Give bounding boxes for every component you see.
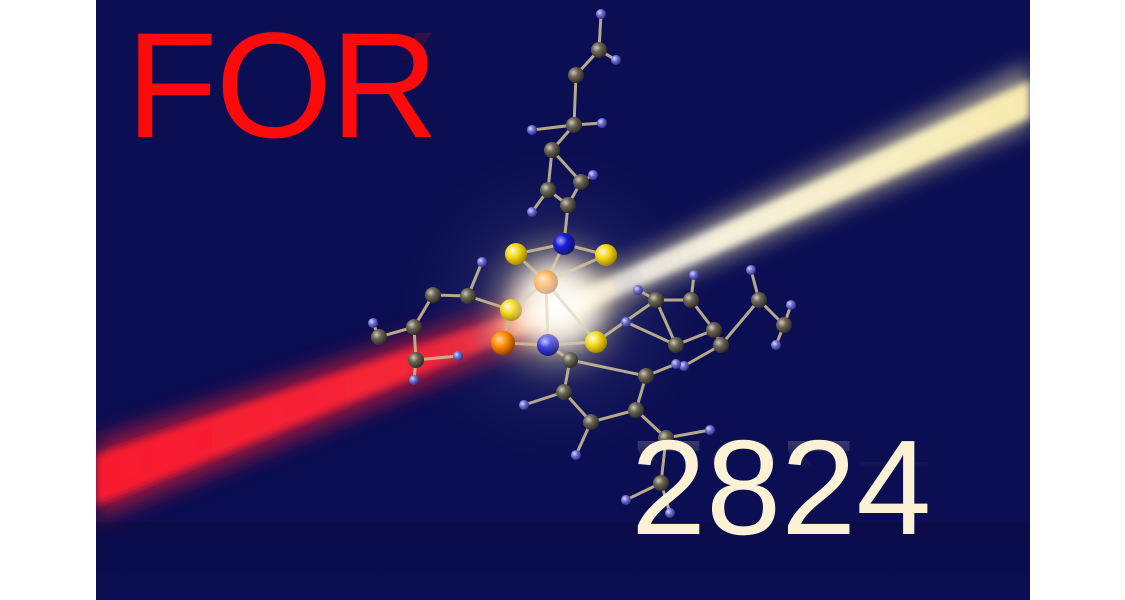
flare-bright-spot (518, 265, 598, 345)
carbon-atom (628, 402, 644, 418)
hydrogen-atom (597, 118, 607, 128)
sulfur-atom (585, 331, 607, 353)
headline-number-reflection: 2824 (631, 412, 932, 563)
carbon-atom (683, 292, 699, 308)
hydrogen-atom (771, 340, 781, 350)
hydrogen-atom (746, 265, 756, 275)
hydrogen-atom (665, 508, 675, 518)
hydrogen-atom (519, 400, 529, 410)
bond (568, 358, 648, 378)
flare-sparkle (518, 265, 598, 345)
carbon-atom (408, 352, 424, 368)
atom-layer (368, 9, 796, 518)
carbon-atom (658, 430, 674, 446)
hydrogen-atom (671, 359, 681, 369)
headline-number: 2824 (631, 412, 932, 563)
hydrogen-atom (786, 300, 796, 310)
hydrogen-atom (679, 361, 689, 371)
carbon-atom (776, 317, 792, 333)
carbon-atom (648, 292, 664, 308)
carbon-atom (573, 174, 589, 190)
carbon-atom (668, 337, 684, 353)
molecule-scene (96, 9, 1030, 520)
metal-atom (491, 331, 515, 355)
carbon-atom (751, 292, 767, 308)
carbon-atom (544, 142, 560, 158)
bond (654, 298, 678, 347)
carbon-atom (540, 182, 556, 198)
hydrogen-atom (633, 285, 643, 295)
headline-word: FOR (126, 1, 439, 169)
hydrogen-atom (621, 495, 631, 505)
headline-number-block: 2824 2824 (631, 412, 1021, 600)
carbon-atom (406, 319, 422, 335)
poster-canvas: FOR FOR 2824 2824 (96, 0, 1030, 600)
carbon-atom (460, 288, 476, 304)
carbon-atom (706, 322, 722, 338)
hydrogen-atom (571, 450, 581, 460)
headline-word-reflection: FOR (126, 1, 437, 169)
carbon-atom (568, 67, 584, 83)
hydrogen-atom (611, 55, 621, 65)
carbon-atom (556, 384, 572, 400)
nitrogen-atom (553, 233, 575, 255)
carbon-atom (591, 42, 607, 58)
carbon-atom (583, 414, 599, 430)
reflective-floor (96, 522, 1030, 600)
carbon-atom (638, 368, 654, 384)
carbon-atom (560, 197, 576, 213)
hydrogen-atom (596, 9, 606, 19)
hydrogen-atom (409, 375, 419, 385)
carbon-atom (425, 287, 441, 303)
bond (624, 320, 678, 347)
sulfur-atom (505, 243, 527, 265)
headline-word-block: FOR FOR (126, 1, 486, 210)
hydrogen-atom (689, 270, 699, 280)
hydrogen-atom (368, 318, 378, 328)
hydrogen-atom (588, 170, 598, 180)
carbon-atom (653, 475, 669, 491)
sulfur-atom (595, 244, 617, 266)
carbon-atom (566, 117, 582, 133)
hydrogen-atom (621, 317, 631, 327)
bond (572, 73, 578, 127)
carbon-atom (562, 352, 578, 368)
sulfur-atom (500, 299, 522, 321)
hydrogen-atom (477, 257, 487, 267)
carbon-atom (371, 329, 387, 345)
hydrogen-atom (527, 207, 537, 217)
hydrogen-atom (453, 351, 463, 361)
hydrogen-atom (527, 125, 537, 135)
bond (719, 298, 761, 347)
hydrogen-atom (705, 425, 715, 435)
carbon-atom (713, 337, 729, 353)
atom-group (368, 9, 796, 518)
